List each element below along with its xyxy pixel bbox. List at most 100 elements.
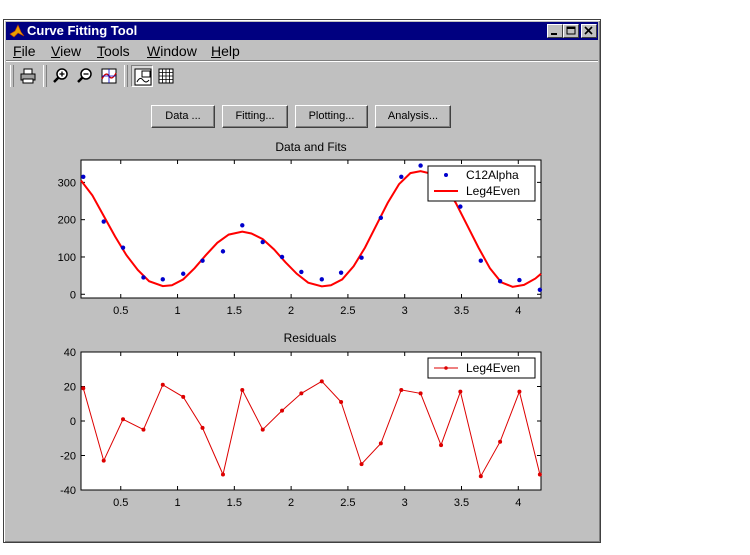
residual-point xyxy=(537,472,542,477)
menu-help[interactable]: Help xyxy=(211,43,240,59)
residual-point xyxy=(260,427,265,432)
data-point xyxy=(260,239,265,245)
data-point xyxy=(399,174,404,179)
analysis-button[interactable]: Analysis... xyxy=(375,105,451,128)
data-point xyxy=(359,255,364,260)
grid-icon xyxy=(158,68,174,84)
toolbar-grip xyxy=(10,65,14,87)
legend-box xyxy=(427,165,536,202)
residual-point xyxy=(280,408,285,413)
data-point xyxy=(141,275,146,280)
fitting-button[interactable]: Fitting... xyxy=(222,105,288,128)
data-point xyxy=(378,215,384,221)
x-tick-label: 1 xyxy=(174,497,180,509)
close-icon xyxy=(584,26,593,35)
data-point xyxy=(418,163,423,168)
print-button[interactable] xyxy=(17,65,39,87)
toolbar-separator xyxy=(43,65,47,87)
grid-toggle-button[interactable] xyxy=(155,65,177,87)
legend-toggle-button[interactable] xyxy=(131,65,153,87)
x-tick-label: 2 xyxy=(288,305,294,317)
legend-icon xyxy=(134,68,152,86)
data-point xyxy=(181,271,186,276)
residual-point xyxy=(418,391,423,396)
title-bar[interactable]: Curve Fitting Tool xyxy=(6,22,598,40)
x-tick-label: 1 xyxy=(174,305,180,317)
residual-point xyxy=(478,474,483,479)
y-tick-label: -20 xyxy=(60,451,76,463)
x-tick-label: 3 xyxy=(402,497,408,509)
zoom-out-icon xyxy=(77,68,92,83)
data-point xyxy=(338,270,344,275)
data-point xyxy=(120,245,126,250)
plot2-legend[interactable]: Leg4Even xyxy=(427,357,536,379)
x-tick-label: 1.5 xyxy=(227,497,242,509)
y-tick-label: 40 xyxy=(64,347,76,359)
residual-point xyxy=(359,462,364,467)
legend-marker-points xyxy=(444,173,448,177)
data-and-fits-axes[interactable]: Data and Fits 0.5 1 1.5 2 2.5 3 3.5 4 0 100 200 300… xyxy=(58,140,543,317)
residual-point xyxy=(439,443,444,448)
fit-curve-leg4even xyxy=(80,170,542,288)
y-tick-label: 0 xyxy=(70,416,76,428)
zoom-in-button[interactable] xyxy=(50,65,72,87)
x-tick-label: 1.5 xyxy=(227,305,242,317)
menu-view[interactable]: View xyxy=(51,43,82,59)
data-point xyxy=(319,277,324,282)
x-tick-label: 2 xyxy=(288,497,294,509)
residual-point xyxy=(181,394,186,399)
x-tick-label: 2.5 xyxy=(340,305,355,317)
plot2-title: Residuals xyxy=(284,331,337,345)
close-button[interactable] xyxy=(581,24,597,38)
x-tick-label: 3 xyxy=(402,305,408,317)
y-tick-label: 100 xyxy=(58,252,76,264)
legend-box xyxy=(427,357,536,379)
window-title: Curve Fitting Tool xyxy=(27,23,138,38)
x-tick-label: 3.5 xyxy=(454,305,469,317)
residual-point xyxy=(121,417,126,422)
data-point xyxy=(81,174,86,179)
data-point xyxy=(160,277,165,282)
toolbar-separator xyxy=(124,65,128,87)
legend-label-leg4even: Leg4Even xyxy=(466,184,520,198)
residual-point xyxy=(319,379,324,384)
data-point xyxy=(240,223,245,228)
residual-point xyxy=(200,425,205,430)
toolbar xyxy=(6,60,598,91)
menu-window[interactable]: Window xyxy=(147,43,197,59)
menu-tools[interactable]: Tools xyxy=(97,43,130,59)
data-cursor-button[interactable] xyxy=(98,65,120,87)
x-tick-label: 4 xyxy=(515,497,521,509)
data-point xyxy=(200,258,205,263)
residual-point xyxy=(160,382,165,387)
x-tick-label: 2.5 xyxy=(340,497,355,509)
zoom-in-icon xyxy=(53,68,68,83)
residual-point xyxy=(458,389,463,394)
plot1-legend[interactable]: C12Alpha Leg4Even xyxy=(427,165,536,202)
menu-file[interactable]: File xyxy=(13,43,36,59)
data-button[interactable]: Data ... xyxy=(151,105,215,128)
residuals-axes[interactable]: Residuals 0.5 1 1.5 2 2.5 3 3.5 4 -40 -20 0 20 40 Le… xyxy=(60,331,542,509)
residuals-line xyxy=(82,380,541,478)
y-tick-label: 20 xyxy=(64,382,76,394)
minimize-button[interactable] xyxy=(547,24,563,38)
x-tick-label: 0.5 xyxy=(113,305,128,317)
residual-point xyxy=(81,386,86,391)
x-tick-label: 0.5 xyxy=(113,497,128,509)
data-point xyxy=(458,204,463,209)
maximize-button[interactable] xyxy=(563,24,579,38)
zoom-out-button[interactable] xyxy=(74,65,96,87)
x-tick-label: 4 xyxy=(515,305,521,317)
data-cursor-icon xyxy=(101,68,117,84)
residual-point xyxy=(220,472,225,477)
data-point xyxy=(220,249,226,254)
legend-label-c12alpha: C12Alpha xyxy=(466,168,519,182)
residual-point xyxy=(141,427,146,432)
data-point xyxy=(478,258,484,263)
residual-point xyxy=(240,387,245,392)
plotting-button[interactable]: Plotting... xyxy=(295,105,368,128)
residual-point xyxy=(399,387,404,392)
x-tick-label: 3.5 xyxy=(454,497,469,509)
residual-point xyxy=(101,458,106,463)
